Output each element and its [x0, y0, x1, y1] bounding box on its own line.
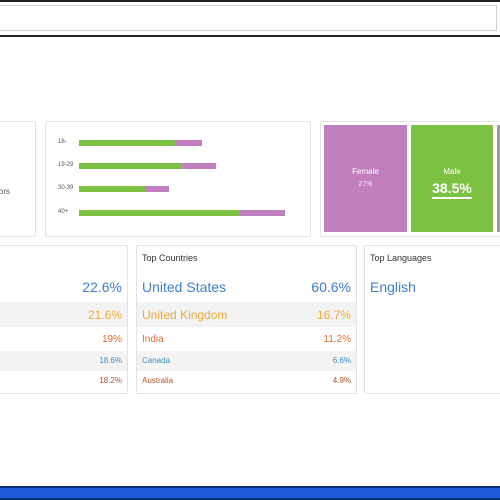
age-bar-green	[79, 210, 240, 216]
female-label: Female	[352, 167, 379, 176]
list-card-partial: 22.6% 21.6% 19% 18.6% 18.2%	[0, 245, 128, 394]
top-languages-card: Top Languages English	[364, 245, 500, 394]
country-value: 6.6%	[332, 356, 351, 365]
age-row: 40+	[46, 208, 312, 218]
country-row[interactable]: United Kingdom 16.7%	[137, 302, 356, 327]
age-label: 18-	[58, 139, 67, 145]
female-tile[interactable]: Female 27%	[324, 125, 407, 232]
list-row: 18.6%	[0, 351, 127, 371]
country-row[interactable]: Australia 4.9%	[137, 371, 356, 391]
taskbar-line	[0, 498, 500, 500]
list-row: 21.6%	[0, 302, 127, 327]
age-bar	[79, 210, 285, 216]
top-bar	[0, 0, 500, 37]
country-row[interactable]: Canada 6.6%	[137, 351, 356, 371]
age-chart-card: 18- 19-29 30-39 40+	[45, 121, 311, 237]
row-value: 22.6%	[82, 279, 122, 295]
country-value: 4.9%	[332, 376, 351, 385]
list-row: 19%	[0, 329, 127, 351]
country-value: 60.6%	[311, 279, 351, 295]
age-bar-purple	[182, 163, 216, 169]
age-label: 30-39	[58, 185, 74, 191]
gender-partial-label: ors	[0, 187, 10, 196]
age-row: 30-39	[46, 184, 312, 194]
list-row: 18.2%	[0, 371, 127, 391]
male-percent-wrap: 38.5%	[411, 180, 493, 199]
age-row: 19-29	[46, 161, 312, 171]
age-label: 19-29	[58, 162, 74, 168]
taskbar	[0, 486, 500, 500]
age-bar-green	[79, 140, 176, 146]
gender-card-partial: ors	[0, 121, 36, 237]
third-tile-partial[interactable]	[497, 125, 500, 232]
country-name: India	[142, 334, 164, 345]
top-languages-title: Top Languages	[370, 253, 432, 263]
country-name: Australia	[142, 376, 174, 385]
female-percent: 27%	[358, 181, 373, 188]
top-countries-title: Top Countries	[142, 253, 198, 263]
language-name[interactable]: English	[370, 279, 416, 295]
country-name: United States	[142, 279, 227, 295]
country-value: 11.2%	[323, 334, 351, 345]
country-row[interactable]: India 11.2%	[137, 329, 356, 351]
row-value: 18.6%	[99, 356, 122, 365]
row-value: 19%	[101, 334, 122, 345]
male-percent: 38.5%	[432, 180, 472, 199]
age-bar-green	[79, 163, 182, 169]
age-bar-green	[79, 186, 145, 192]
row-value: 21.6%	[87, 308, 122, 322]
top-countries-card: Top Countries United States 60.6% United …	[136, 245, 357, 394]
country-row[interactable]: United States 60.6%	[137, 273, 356, 299]
country-name: United Kingdom	[142, 308, 228, 322]
address-field[interactable]	[0, 5, 497, 31]
age-bar-purple	[176, 140, 202, 146]
country-value: 16.7%	[316, 308, 351, 322]
list-row: 22.6%	[0, 273, 127, 299]
age-bar	[79, 186, 169, 192]
male-label: Male	[443, 167, 461, 176]
age-bar	[79, 163, 216, 169]
age-bar	[79, 140, 202, 146]
row-value: 18.2%	[99, 376, 122, 385]
age-label: 40+	[58, 209, 69, 215]
country-name: Canada	[142, 356, 171, 365]
age-bar-purple	[145, 186, 169, 192]
age-row: 18-	[46, 138, 312, 148]
male-tile[interactable]: Male 38.5%	[411, 125, 493, 232]
age-bar-purple	[240, 210, 285, 216]
